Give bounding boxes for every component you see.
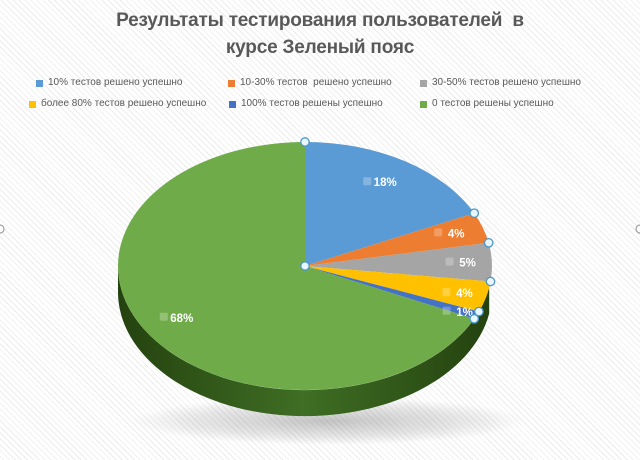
- legend-item-label: 100% тестов решены успешно: [241, 98, 383, 109]
- legend-swatch: [420, 79, 427, 87]
- data-label-3: 4%: [456, 288, 473, 300]
- legend-item-label: 30-50% тестов решено успешно: [432, 77, 581, 88]
- chart-title: Результаты тестирования пользователей в …: [0, 7, 640, 61]
- data-label-2: 5%: [459, 258, 476, 270]
- pie-rim: [117, 266, 490, 417]
- chart-title-line-2: курсе Зеленый пояс: [225, 37, 415, 58]
- chart-title-line-1: Результаты тестирования пользователей в: [116, 10, 524, 31]
- legend-swatch: [229, 100, 236, 108]
- data-label-4: 1%: [456, 307, 473, 319]
- legend-item-label: более 80% тестов решено успешно: [41, 98, 207, 109]
- legend-swatch: [36, 79, 43, 87]
- selection-handle-0[interactable]: [300, 137, 310, 147]
- legend-item-5[interactable]: 0 тестов решены успешно: [420, 98, 554, 110]
- legend-item-1[interactable]: 10-30% тестов решено успешно: [228, 77, 392, 89]
- selection-handle-2[interactable]: [483, 237, 494, 248]
- selection-handle-center[interactable]: [300, 261, 310, 271]
- data-label-0: 18%: [374, 177, 397, 189]
- pie-slice-4[interactable]: [305, 266, 479, 319]
- pie-slice-2[interactable]: [305, 242, 492, 282]
- legend-item-2[interactable]: 30-50% тестов решено успешно: [420, 77, 581, 89]
- pie-slice-3[interactable]: [305, 266, 491, 312]
- chart-area-handle-left[interactable]: [0, 224, 5, 234]
- data-label-5: 68%: [170, 313, 193, 325]
- chart-area-handle-right[interactable]: [635, 224, 640, 234]
- data-label-ghost: [363, 177, 372, 186]
- legend-swatch: [29, 100, 36, 108]
- legend-item-3[interactable]: более 80% тестов решено успешно: [29, 98, 206, 110]
- pie-slice-0[interactable]: [305, 142, 475, 266]
- selection-handle-3[interactable]: [485, 276, 496, 287]
- data-label-ghost: [434, 228, 443, 237]
- legend-swatch: [420, 100, 427, 108]
- data-label-ghost: [442, 306, 451, 315]
- legend-swatch: [228, 79, 235, 87]
- data-label-ghost: [442, 288, 451, 297]
- legend-item-label: 10% тестов решено успешно: [48, 77, 183, 88]
- legend-item-0[interactable]: 10% тестов решено успешно: [36, 77, 182, 89]
- data-label-1: 4%: [448, 228, 465, 240]
- data-label-ghost: [159, 312, 168, 321]
- selection-handle-5[interactable]: [469, 313, 480, 324]
- pie-shadow: [130, 397, 526, 445]
- pie-slice-5[interactable]: [117, 142, 475, 390]
- legend-item-label: 10-30% тестов решено успешно: [240, 77, 392, 88]
- legend-item-4[interactable]: 100% тестов решены успешно: [229, 98, 383, 110]
- pie-slice-1[interactable]: [305, 213, 489, 266]
- legend-item-label: 0 тестов решены успешно: [432, 98, 554, 109]
- data-label-ghost: [445, 257, 454, 266]
- selection-handle-4[interactable]: [474, 306, 484, 317]
- selection-handle-1[interactable]: [469, 208, 480, 219]
